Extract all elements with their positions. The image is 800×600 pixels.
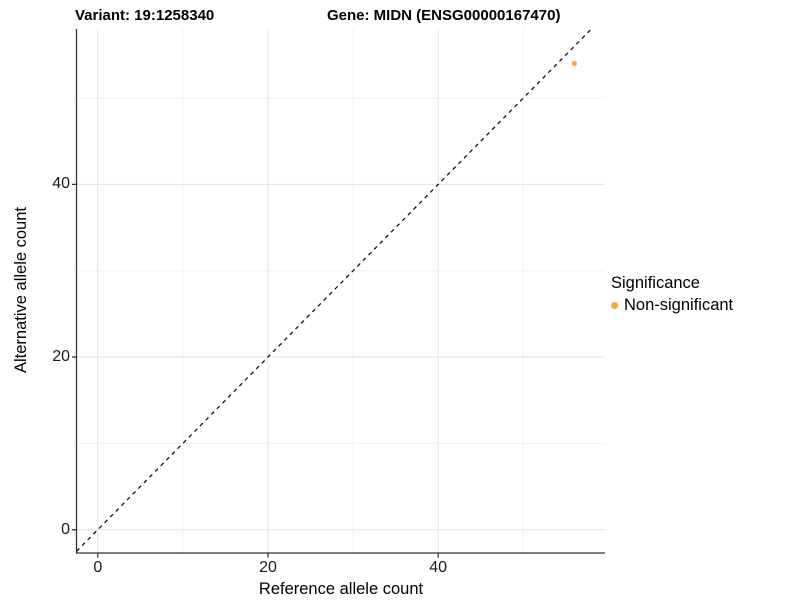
data-point (571, 60, 577, 67)
identity-line (76, 28, 592, 552)
x-tick-label: 0 (93, 559, 103, 576)
x-tick-label: 20 (259, 559, 277, 576)
legend-item: Non-significant (611, 296, 796, 315)
x-axis-title: Reference allele count (258, 580, 424, 598)
y-axis-title: Alternative allele count (12, 207, 30, 374)
legend-item-label: Non-significant (624, 296, 734, 314)
legend-key-dot-icon (611, 302, 618, 309)
plot-title-variant: Variant: 19:1258340 (75, 7, 215, 24)
legend-title: Significance (611, 274, 700, 292)
y-tick-label: 40 (52, 175, 70, 193)
plot-title-gene: Gene: MIDN (ENSG00000167470) (327, 7, 561, 24)
x-tick-label: 40 (429, 559, 448, 576)
legend: Significance Non-significant (611, 274, 796, 315)
y-tick-label: 0 (61, 520, 70, 538)
y-tick-label: 20 (52, 348, 70, 366)
